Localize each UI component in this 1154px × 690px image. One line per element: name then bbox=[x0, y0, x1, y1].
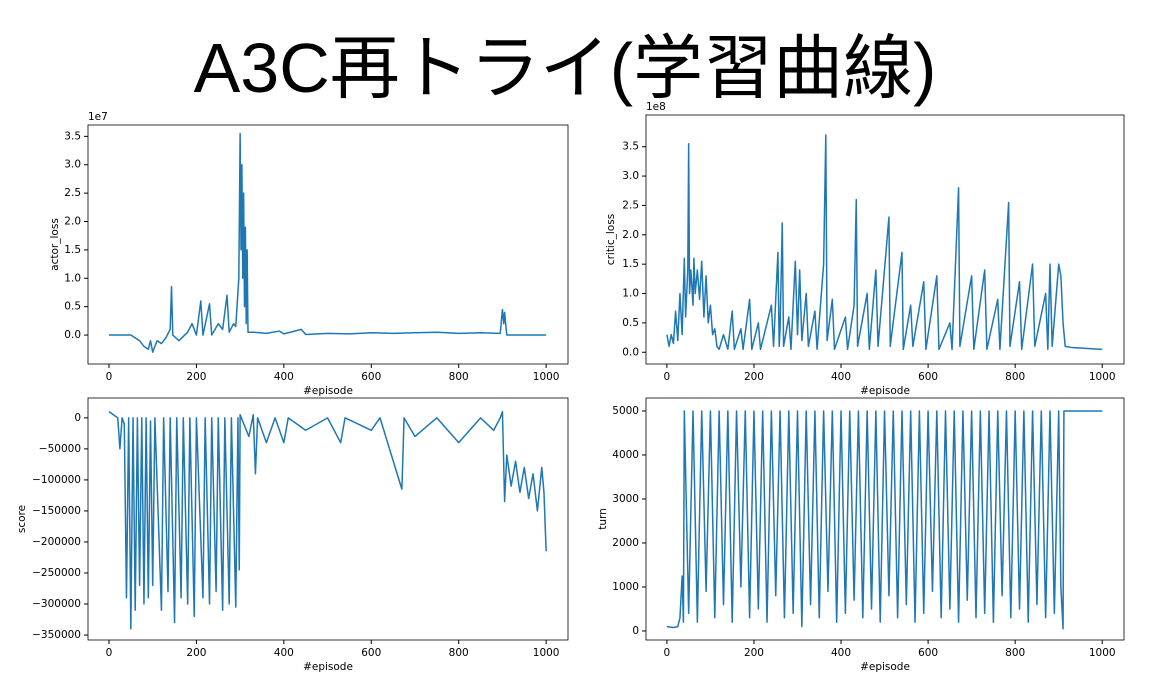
x-axis-label: #episode bbox=[303, 661, 353, 673]
x-tick-label: 200 bbox=[744, 371, 764, 383]
y-tick-label: −300000 bbox=[32, 598, 81, 610]
x-tick-label: 600 bbox=[361, 647, 381, 659]
x-tick-label: 1000 bbox=[533, 647, 560, 659]
y-tick-label: −50000 bbox=[39, 443, 81, 455]
y-axis-label: critic_loss bbox=[605, 214, 617, 265]
y-tick-label: 3.5 bbox=[64, 130, 81, 142]
x-tick-label: 1000 bbox=[1089, 371, 1116, 383]
x-tick-label: 200 bbox=[186, 371, 206, 383]
y-tick-label: 3.0 bbox=[64, 159, 81, 171]
x-tick-label: 800 bbox=[1005, 371, 1025, 383]
y-axis-label: score bbox=[16, 505, 28, 533]
x-tick-label: 400 bbox=[831, 647, 851, 659]
x-tick-label: 0 bbox=[106, 371, 113, 383]
y-offset-label: 1e7 bbox=[88, 111, 108, 123]
y-tick-label: 1.5 bbox=[622, 258, 639, 270]
x-tick-label: 400 bbox=[274, 371, 294, 383]
y-tick-label: 2.0 bbox=[64, 216, 81, 228]
y-tick-label: 3.0 bbox=[622, 170, 639, 182]
x-tick-label: 800 bbox=[449, 371, 469, 383]
y-tick-label: 0 bbox=[632, 625, 639, 637]
y-tick-label: 5000 bbox=[612, 405, 639, 417]
x-axis-label: #episode bbox=[303, 385, 353, 397]
y-tick-label: 0 bbox=[74, 412, 81, 424]
y-tick-label: 4000 bbox=[612, 449, 639, 461]
x-tick-label: 200 bbox=[186, 647, 206, 659]
y-tick-label: −150000 bbox=[32, 505, 81, 517]
x-tick-label: 0 bbox=[664, 371, 671, 383]
y-tick-label: −250000 bbox=[32, 567, 81, 579]
y-tick-label: 3000 bbox=[612, 493, 639, 505]
y-tick-label: 0.5 bbox=[64, 301, 81, 313]
x-tick-label: 400 bbox=[274, 647, 294, 659]
x-tick-label: 1000 bbox=[533, 371, 560, 383]
x-tick-label: 0 bbox=[664, 647, 671, 659]
x-tick-label: 1000 bbox=[1089, 647, 1116, 659]
y-tick-label: 1.0 bbox=[622, 288, 639, 300]
y-tick-label: −350000 bbox=[32, 629, 81, 641]
page-title: A3C再トライ(学習曲線) bbox=[194, 29, 937, 107]
x-tick-label: 600 bbox=[918, 371, 938, 383]
x-tick-label: 600 bbox=[361, 371, 381, 383]
y-tick-label: 2.0 bbox=[622, 229, 639, 241]
y-tick-label: 0.5 bbox=[622, 317, 639, 329]
y-tick-label: 3.5 bbox=[622, 141, 639, 153]
y-tick-label: 2000 bbox=[612, 537, 639, 549]
x-tick-label: 800 bbox=[449, 647, 469, 659]
data-line bbox=[666, 134, 1103, 351]
data-line bbox=[666, 410, 1103, 630]
data-line bbox=[108, 132, 547, 353]
data-line bbox=[108, 410, 547, 630]
x-tick-label: 200 bbox=[744, 647, 764, 659]
x-axis-label: #episode bbox=[860, 385, 910, 397]
y-tick-label: 2.5 bbox=[622, 199, 639, 211]
x-axis-label: #episode bbox=[860, 661, 910, 673]
x-tick-label: 400 bbox=[831, 371, 851, 383]
y-tick-label: 0.0 bbox=[64, 329, 81, 341]
y-tick-label: 2.5 bbox=[64, 187, 81, 199]
x-tick-label: 0 bbox=[106, 647, 113, 659]
y-tick-label: 1.0 bbox=[64, 272, 81, 284]
y-tick-label: −100000 bbox=[32, 474, 81, 486]
plot-frame bbox=[87, 124, 569, 365]
x-tick-label: 600 bbox=[918, 647, 938, 659]
y-tick-label: 1000 bbox=[612, 581, 639, 593]
plot-frame bbox=[87, 397, 569, 641]
plot-frame bbox=[645, 114, 1125, 365]
y-axis-label: turn bbox=[597, 508, 609, 530]
plot-frame bbox=[645, 397, 1125, 641]
y-tick-label: −200000 bbox=[32, 536, 81, 548]
y-axis-label: actor_loss bbox=[49, 218, 61, 271]
y-offset-label: 1e8 bbox=[646, 101, 666, 113]
y-tick-label: 0.0 bbox=[622, 346, 639, 358]
x-tick-label: 800 bbox=[1005, 647, 1025, 659]
y-tick-label: 1.5 bbox=[64, 244, 81, 256]
